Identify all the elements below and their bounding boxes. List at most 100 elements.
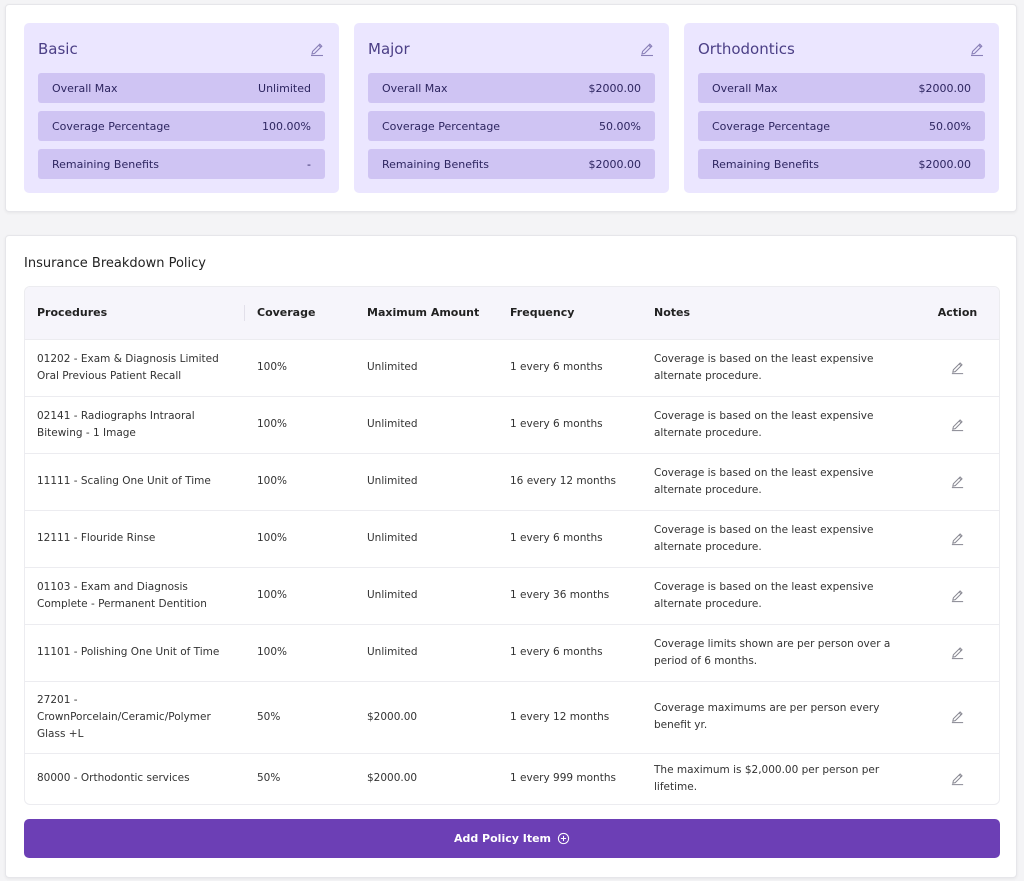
cell-maximum-amount: Unlimited [355,452,498,510]
table-row: 02141 - Radiographs Intraoral Bitewing -… [25,395,999,453]
cell-action [914,395,999,453]
cell-notes: Coverage maximums are per person every b… [642,680,914,753]
cell-action [914,509,999,567]
cell-procedure: 12111 - Flouride Rinse [25,509,245,567]
card-row-remaining-benefits: Remaining Benefits $2000.00 [698,149,985,179]
edit-row-pencil-icon[interactable] [950,771,965,786]
card-header: Orthodontics [698,23,985,73]
column-header-maximum-amount: Maximum Amount [367,306,480,320]
table-row: 27201 - CrownPorcelain/Ceramic/Polymer G… [25,680,999,753]
card-row-overall-max: Overall Max $2000.00 [698,73,985,103]
cell-coverage: 50% [245,752,355,804]
card-row-value: $2000.00 [588,157,642,171]
card-row-value: 100.00% [262,119,311,133]
card-row-remaining-benefits: Remaining Benefits - [38,149,325,179]
card-row-coverage-percentage: Coverage Percentage 50.00% [368,111,655,141]
benefit-card-major: Major Overall Max $2000.00 Coverage Perc… [354,23,669,193]
edit-row-pencil-icon[interactable] [950,417,965,432]
table-row: 01103 - Exam and Diagnosis Complete - Pe… [25,566,999,624]
card-row-overall-max: Overall Max Unlimited [38,73,325,103]
card-header: Basic [38,23,325,73]
card-row-label: Coverage Percentage [712,119,831,133]
cell-action [914,566,999,624]
card-row-remaining-benefits: Remaining Benefits $2000.00 [368,149,655,179]
card-title: Basic [38,40,78,58]
cell-procedure: 01202 - Exam & Diagnosis Limited Oral Pr… [25,338,245,396]
card-row-value: 50.00% [929,119,971,133]
card-row-label: Overall Max [712,81,778,95]
pencil-icon[interactable] [639,41,655,57]
add-policy-item-button[interactable]: Add Policy Item [24,819,1000,858]
column-header-action: Action [937,306,978,320]
card-header: Major [368,23,655,73]
card-row-value: $2000.00 [918,81,972,95]
card-row-label: Remaining Benefits [52,157,159,171]
cell-procedure: 01103 - Exam and Diagnosis Complete - Pe… [25,566,245,624]
cell-frequency: 16 every 12 months [498,452,642,510]
cell-notes: Coverage is based on the least expensive… [642,338,914,396]
card-row-coverage-percentage: Coverage Percentage 50.00% [698,111,985,141]
card-row-overall-max: Overall Max $2000.00 [368,73,655,103]
card-row-label: Coverage Percentage [52,119,171,133]
cell-coverage: 100% [245,566,355,624]
cell-notes: Coverage is based on the least expensive… [642,452,914,510]
edit-row-pencil-icon[interactable] [950,360,965,375]
column-header-notes: Notes [654,306,691,320]
cell-action [914,752,999,804]
cell-coverage: 100% [245,452,355,510]
cell-maximum-amount: Unlimited [355,338,498,396]
insurance-breakdown-panel: Insurance Breakdown Policy Procedures Co… [5,235,1017,878]
cell-frequency: 1 every 999 months [498,752,642,804]
cell-action [914,623,999,681]
card-title: Orthodontics [698,40,795,58]
column-header-procedures: Procedures [25,287,245,339]
cell-notes: Coverage is based on the least expensive… [642,566,914,624]
edit-row-pencil-icon[interactable] [950,474,965,489]
table-row: 12111 - Flouride Rinse 100% Unlimited 1 … [25,509,999,567]
edit-row-pencil-icon[interactable] [950,531,965,546]
table-row: 11101 - Polishing One Unit of Time 100% … [25,623,999,681]
plus-circle-icon [557,832,570,845]
table-row: 80000 - Orthodontic services 50% $2000.0… [25,752,999,804]
cell-maximum-amount: Unlimited [355,509,498,567]
cell-maximum-amount: Unlimited [355,623,498,681]
card-row-label: Remaining Benefits [382,157,489,171]
benefit-summary-panel: Basic Overall Max Unlimited Coverage Per… [5,4,1017,212]
pencil-icon[interactable] [969,41,985,57]
card-title: Major [368,40,410,58]
table-header-row: Procedures Coverage Maximum Amount Frequ… [25,287,999,339]
add-policy-item-label: Add Policy Item [453,832,552,845]
edit-row-pencil-icon[interactable] [950,709,965,724]
edit-row-pencil-icon[interactable] [950,645,965,660]
table-row: 01202 - Exam & Diagnosis Limited Oral Pr… [25,338,999,396]
card-row-label: Overall Max [52,81,118,95]
cell-notes: Coverage limits shown are per person ove… [642,623,914,681]
card-row-label: Overall Max [382,81,448,95]
cell-notes: Coverage is based on the least expensive… [642,395,914,453]
column-header-frequency: Frequency [510,306,575,320]
pencil-icon[interactable] [309,41,325,57]
benefit-card-basic: Basic Overall Max Unlimited Coverage Per… [24,23,339,193]
cell-frequency: 1 every 6 months [498,338,642,396]
cell-frequency: 1 every 12 months [498,680,642,753]
cell-maximum-amount: $2000.00 [355,680,498,753]
cell-procedure: 80000 - Orthodontic services [25,752,245,804]
cell-notes: The maximum is $2,000.00 per person per … [642,752,914,804]
cell-procedure: 11111 - Scaling One Unit of Time [25,452,245,510]
edit-row-pencil-icon[interactable] [950,588,965,603]
cell-frequency: 1 every 36 months [498,566,642,624]
cell-action [914,452,999,510]
cell-coverage: 50% [245,680,355,753]
cell-procedure: 02141 - Radiographs Intraoral Bitewing -… [25,395,245,453]
section-title: Insurance Breakdown Policy [24,256,206,271]
cell-action [914,680,999,753]
cell-coverage: 100% [245,623,355,681]
cell-coverage: 100% [245,395,355,453]
cell-notes: Coverage is based on the least expensive… [642,509,914,567]
cell-procedure: 27201 - CrownPorcelain/Ceramic/Polymer G… [25,680,245,753]
card-row-value: $2000.00 [918,157,972,171]
table-row: 11111 - Scaling One Unit of Time 100% Un… [25,452,999,510]
card-row-value: $2000.00 [588,81,642,95]
cell-action [914,338,999,396]
card-row-value: - [307,157,311,171]
